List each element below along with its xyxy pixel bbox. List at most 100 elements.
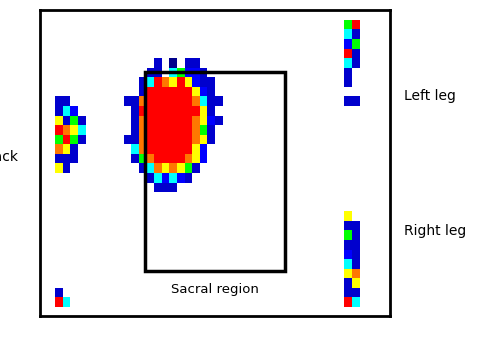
Bar [63,106,70,116]
Bar [146,87,154,96]
Bar [70,154,78,163]
Bar [162,87,170,96]
Bar [352,221,360,230]
Bar [344,259,352,269]
Bar [200,106,207,116]
Bar [63,297,70,307]
Bar [162,125,170,135]
Bar [344,249,352,259]
Bar [177,68,184,77]
Bar [192,163,200,173]
Bar [215,96,222,106]
Bar [154,183,162,192]
Bar [139,87,146,96]
Bar [344,211,352,221]
Bar [78,135,86,144]
Bar [154,77,162,87]
Bar [162,183,170,192]
Bar [192,144,200,154]
Bar [132,154,139,163]
Bar [162,154,170,163]
Bar [192,77,200,87]
Bar [55,144,63,154]
Bar [55,106,63,116]
Bar [200,77,207,87]
Bar [162,163,170,173]
Bar [146,135,154,144]
Bar [154,154,162,163]
Bar [78,116,86,125]
Bar [352,249,360,259]
Bar [170,77,177,87]
Bar [208,135,215,144]
Bar [63,154,70,163]
Bar [184,144,192,154]
Bar [200,135,207,144]
Text: Right leg: Right leg [404,224,466,238]
Bar [352,49,360,58]
Bar [184,58,192,68]
Bar [184,68,192,77]
Bar [162,106,170,116]
Bar [184,125,192,135]
Bar [215,116,222,125]
Bar [344,49,352,58]
Bar [344,240,352,249]
Bar [170,135,177,144]
Bar [154,163,162,173]
Bar [352,259,360,269]
Bar [132,135,139,144]
Bar [162,116,170,125]
Bar [146,116,154,125]
Bar [170,154,177,163]
Bar [192,96,200,106]
Bar [192,125,200,135]
Bar [63,135,70,144]
Bar [352,297,360,307]
Bar [162,77,170,87]
Bar [177,116,184,125]
Bar [70,135,78,144]
Bar [78,125,86,135]
Bar [170,106,177,116]
Bar [200,87,207,96]
Bar [170,58,177,68]
Bar [55,96,63,106]
Bar [352,230,360,240]
Bar [70,125,78,135]
Bar [192,106,200,116]
Bar [200,68,207,77]
Bar [146,77,154,87]
Bar [177,87,184,96]
Bar [344,30,352,39]
Bar [146,68,154,77]
Bar [352,269,360,278]
Bar [139,116,146,125]
Bar [192,68,200,77]
Bar [154,116,162,125]
Bar [344,230,352,240]
Text: Back: Back [0,150,19,164]
Bar [170,116,177,125]
Bar [55,154,63,163]
Bar [63,144,70,154]
Bar [70,116,78,125]
Bar [352,58,360,68]
Bar [352,30,360,39]
Bar [170,125,177,135]
Text: Left leg: Left leg [404,89,456,103]
Bar [192,154,200,163]
Bar [132,106,139,116]
Bar [162,135,170,144]
Bar [170,68,177,77]
Bar [63,125,70,135]
Bar [162,173,170,183]
Bar [192,135,200,144]
Bar [208,87,215,96]
Bar [352,96,360,106]
Bar [208,106,215,116]
Bar [352,278,360,288]
Bar [344,221,352,230]
Bar [177,106,184,116]
Bar [208,96,215,106]
